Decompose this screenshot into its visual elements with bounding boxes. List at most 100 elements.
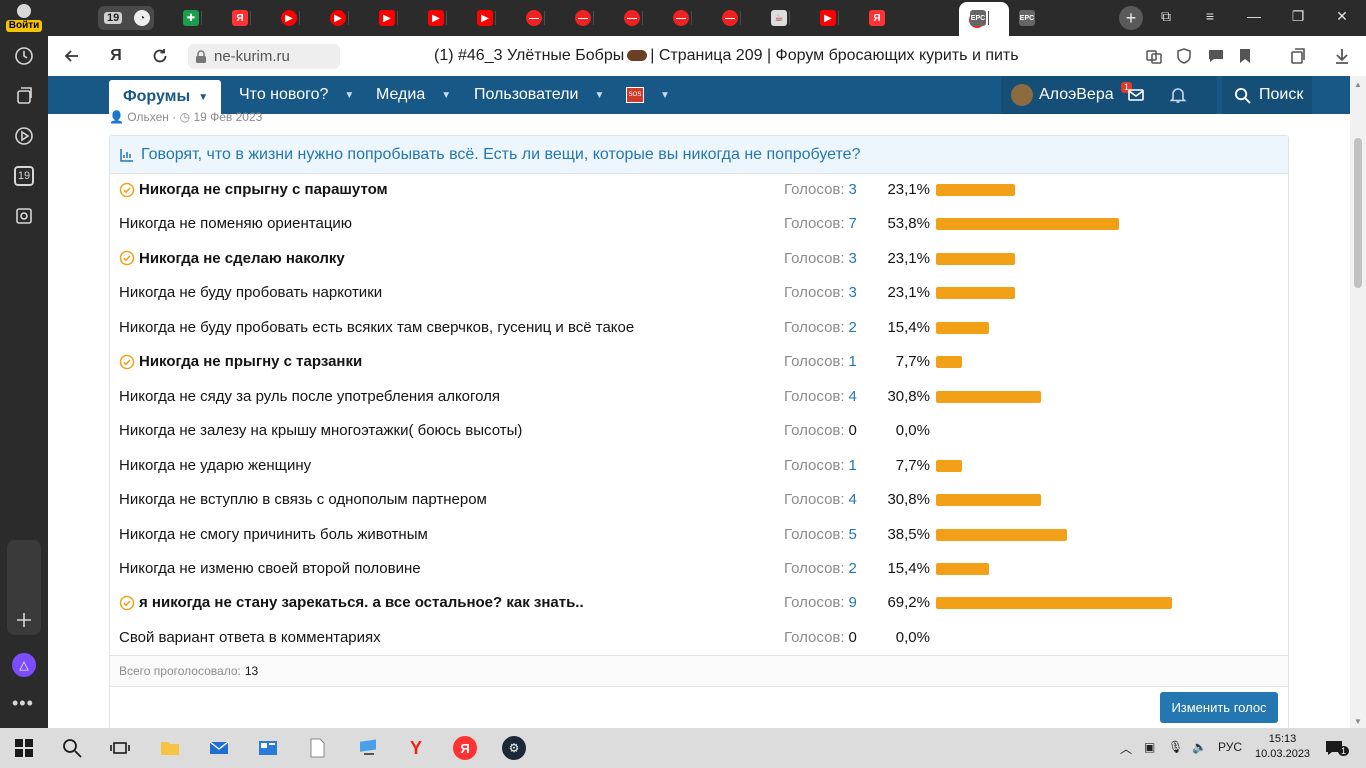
history-icon[interactable] [12, 44, 36, 68]
chevron-down-icon[interactable]: ▼ [441, 89, 452, 101]
tab[interactable]: ▶ [281, 6, 300, 30]
close-icon[interactable]: ✕ [1336, 8, 1348, 24]
username[interactable]: АлоэВера [1039, 86, 1114, 103]
nav-whats-new[interactable]: Что нового? ▼ [239, 76, 354, 114]
votes-count[interactable]: 3 [848, 284, 857, 302]
chat-icon[interactable] [1206, 46, 1226, 66]
poll-option-votes: Голосов: 0 [784, 422, 857, 439]
mail-icon[interactable] [1127, 86, 1145, 104]
votes-count[interactable]: 4 [848, 387, 857, 405]
translate-icon[interactable] [1144, 46, 1164, 66]
calendar-icon[interactable]: 19 [14, 166, 34, 186]
avatar[interactable] [1011, 84, 1033, 106]
votes-count[interactable]: 9 [848, 594, 857, 612]
alice-assistant-icon[interactable]: △ [12, 653, 36, 677]
input-language[interactable]: РУС [1218, 740, 1243, 754]
tab[interactable]: ✚ [183, 6, 202, 30]
scrollbar[interactable]: ▲ ▼ [1350, 76, 1366, 728]
restore-icon[interactable]: ❐ [1291, 8, 1305, 24]
microphone-icon[interactable]: 🎙 [1168, 740, 1184, 754]
more-icon[interactable]: ••• [12, 693, 34, 713]
votes-count[interactable]: 7 [848, 215, 857, 233]
collections-icon[interactable] [12, 84, 36, 108]
tab[interactable]: EPC [1019, 6, 1035, 30]
tab[interactable]: ☕ [771, 6, 790, 30]
tray-expand-icon[interactable]: ︿ [1120, 742, 1133, 756]
tray-app-icon[interactable]: ▣ [1144, 740, 1156, 754]
search-button[interactable]: Поиск [1222, 76, 1312, 114]
windows-start-icon[interactable] [12, 736, 36, 760]
poll-option-label: Никогда не поменяю ориентацию [119, 215, 352, 232]
nav-sos[interactable]: SOS ▼ [626, 76, 670, 114]
votes-count[interactable]: 1 [848, 456, 857, 474]
nav-forums[interactable]: Форумы ▼ [109, 80, 221, 114]
tab[interactable]: — [722, 6, 741, 30]
tab[interactable]: ◔ [134, 6, 153, 30]
speaker-icon[interactable]: 🔈 [1192, 740, 1207, 754]
tab[interactable]: — [526, 6, 545, 30]
tab[interactable]: — [575, 6, 594, 30]
votes-count[interactable]: 1 [848, 353, 857, 371]
yandex-icon[interactable]: Я [453, 736, 477, 760]
tab[interactable]: ▶ [477, 6, 496, 30]
votes-count[interactable]: 2 [848, 559, 857, 577]
screenshot-icon[interactable] [12, 204, 36, 228]
search-icon[interactable] [60, 736, 84, 760]
votes-count[interactable]: 5 [848, 525, 857, 543]
tab[interactable]: ▶ [820, 6, 839, 30]
chevron-down-icon[interactable]: ▼ [198, 91, 209, 103]
menu-icon[interactable]: ≡ [1205, 8, 1215, 24]
reload-button[interactable] [148, 44, 172, 68]
poll-option-text: Никогда не прыгну с тарзанки [139, 353, 363, 371]
chevron-down-icon[interactable]: ▼ [660, 89, 670, 101]
new-tab-button[interactable]: + [1119, 6, 1143, 30]
tab[interactable]: ▶ [330, 6, 349, 30]
tabs-menu-icon[interactable]: ⧉ [1161, 8, 1171, 24]
clock[interactable]: 15:13 10.03.2023 [1255, 732, 1310, 762]
user-menu[interactable]: АлоэВера 1 [1001, 76, 1217, 114]
tab[interactable]: EPC [970, 6, 989, 30]
chevron-down-icon[interactable]: ▼ [344, 89, 355, 101]
poll-option-text: Никогда не буду пробовать есть всяких та… [119, 318, 635, 336]
download-icon[interactable] [1332, 46, 1352, 66]
yandex-browser-icon[interactable]: Y [409, 737, 422, 758]
tab[interactable]: ▶ [379, 6, 398, 30]
play-icon[interactable] [12, 124, 36, 148]
url-field[interactable]: ne-kurim.ru [188, 44, 340, 69]
votes-count[interactable]: 4 [848, 491, 857, 509]
tab[interactable]: Я [869, 6, 885, 30]
post-author[interactable]: Ольхен [127, 110, 169, 124]
tab[interactable]: Я [232, 6, 251, 30]
nav-media[interactable]: Медиа ▼ [376, 76, 451, 114]
login-button[interactable]: Войти [6, 4, 42, 34]
scroll-down-icon[interactable]: ▼ [1354, 717, 1362, 726]
file-explorer-icon[interactable] [158, 736, 182, 760]
tab[interactable]: ▶ [428, 6, 447, 30]
change-vote-button[interactable]: Изменить голос [1160, 692, 1278, 723]
control-panel-icon[interactable] [256, 736, 280, 760]
votes-count[interactable]: 3 [848, 181, 857, 198]
chevron-down-icon[interactable]: ▼ [594, 89, 605, 101]
minimize-icon[interactable]: — [1247, 8, 1261, 24]
bookmark-icon[interactable] [1235, 46, 1255, 66]
add-icon[interactable] [12, 608, 36, 632]
scrollbar-thumb[interactable] [1354, 138, 1362, 288]
tab[interactable]: — [624, 6, 643, 30]
task-view-icon[interactable] [108, 736, 132, 760]
steam-icon[interactable]: ⚙ [502, 736, 526, 760]
tab[interactable]: — [673, 6, 692, 30]
mail-app-icon[interactable] [207, 736, 231, 760]
document-icon[interactable] [305, 736, 329, 760]
votes-count[interactable]: 3 [848, 249, 857, 267]
scroll-up-icon[interactable]: ▲ [1354, 80, 1362, 89]
collections-button-icon[interactable] [1288, 46, 1308, 66]
post-date[interactable]: 19 Фев 2023 [193, 110, 263, 124]
votes-count[interactable]: 2 [848, 318, 857, 336]
computer-icon[interactable] [356, 736, 380, 760]
nav-users[interactable]: Пользователи ▼ [474, 76, 604, 114]
youtube-favicon-icon: ▶ [477, 10, 493, 26]
back-button[interactable] [60, 44, 84, 68]
yandex-icon[interactable]: Я [110, 47, 122, 64]
bell-icon[interactable] [1169, 86, 1187, 104]
protect-icon[interactable] [1174, 46, 1194, 66]
